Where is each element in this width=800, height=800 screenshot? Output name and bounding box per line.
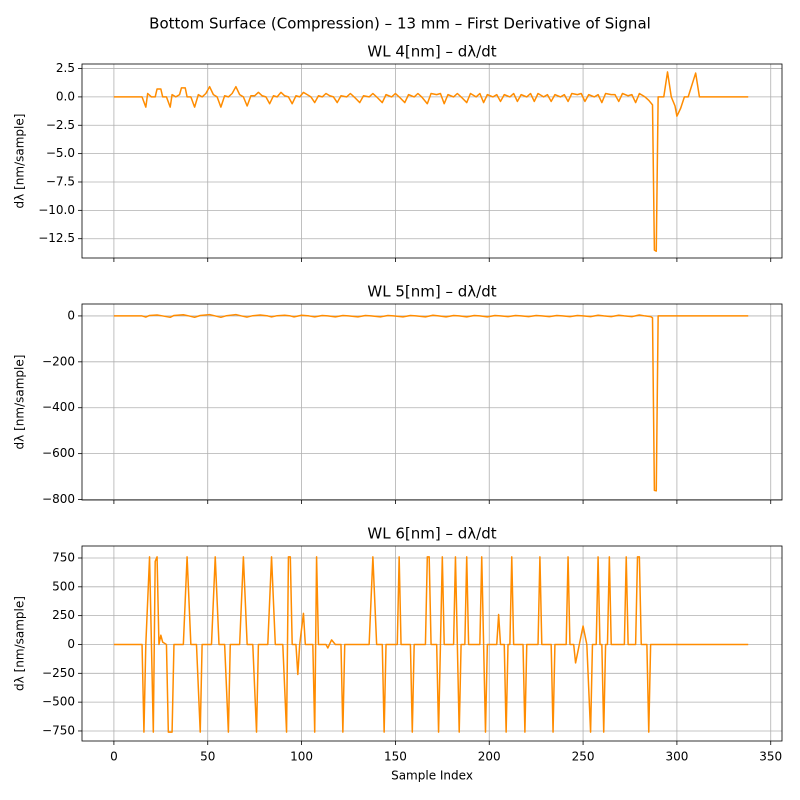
y-tick-label: −5.0 [46, 146, 75, 160]
subplot-title: WL 5[nm] – dλ/dt [367, 283, 496, 301]
y-axis-label: dλ [nm/sample] [13, 596, 27, 691]
y-tick-label: −12.5 [38, 231, 75, 245]
y-tick-label: 500 [52, 579, 75, 593]
subplot-title: WL 6[nm] – dλ/dt [367, 525, 496, 543]
y-tick-label: −2.5 [46, 118, 75, 132]
y-tick-label: 0.0 [56, 89, 75, 103]
y-tick-label: −500 [42, 695, 75, 709]
y-tick-label: −400 [42, 400, 75, 414]
subplot-title: WL 4[nm] – dλ/dt [367, 43, 496, 61]
y-tick-label: −10.0 [38, 203, 75, 217]
x-tick-label: 200 [478, 750, 501, 764]
x-tick-label: 350 [759, 750, 782, 764]
y-tick-label: −200 [42, 354, 75, 368]
data-line [113, 313, 749, 492]
x-tick-label: 150 [384, 750, 407, 764]
y-tick-label: −600 [42, 446, 75, 460]
y-tick-label: −800 [42, 492, 75, 506]
y-axis-label: dλ [nm/sample] [13, 355, 27, 450]
x-axis-label: Sample Index [391, 769, 473, 783]
y-tick-label: −7.5 [46, 174, 75, 188]
data-line [113, 71, 749, 252]
x-tick-label: 0 [110, 750, 118, 764]
y-axis-label: dλ [nm/sample] [13, 114, 27, 209]
y-tick-label: 2.5 [56, 61, 75, 75]
x-tick-label: 100 [290, 750, 313, 764]
y-tick-label: −750 [42, 723, 75, 737]
y-tick-label: 0 [67, 308, 75, 322]
x-tick-label: 250 [572, 750, 595, 764]
plot-frame [81, 63, 783, 259]
y-tick-label: 250 [52, 608, 75, 622]
data-line [113, 556, 749, 733]
y-tick-label: 750 [52, 550, 75, 564]
y-tick-label: −250 [42, 666, 75, 680]
x-tick-label: 50 [200, 750, 215, 764]
y-tick-label: 0 [67, 637, 75, 651]
plot-frame [81, 303, 783, 501]
figure-title: Bottom Surface (Compression) – 13 mm – F… [149, 15, 651, 33]
plot-frame [81, 545, 783, 742]
x-tick-label: 300 [665, 750, 688, 764]
